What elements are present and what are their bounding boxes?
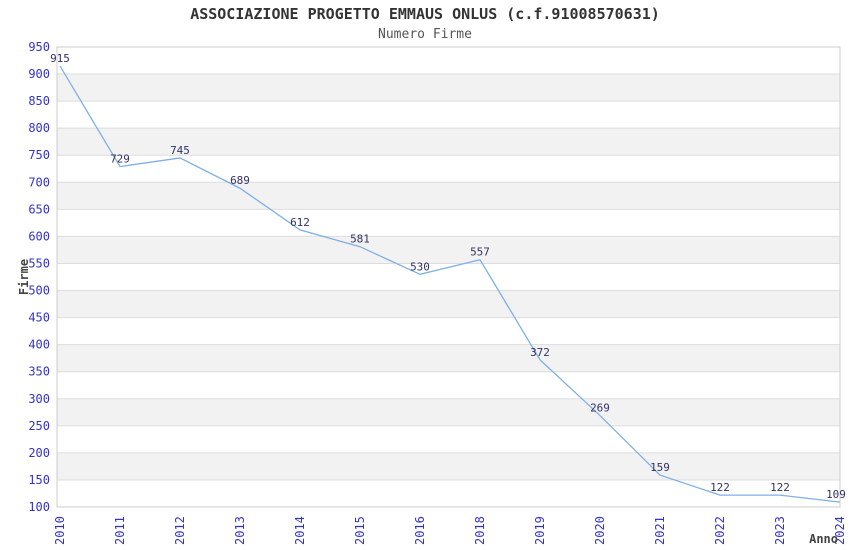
y-tick-label: 250 — [28, 419, 50, 433]
y-tick-label: 150 — [28, 473, 50, 487]
x-tick-label: 2021 — [653, 516, 667, 545]
x-tick-label: 2012 — [173, 516, 187, 545]
y-tick-label: 750 — [28, 148, 50, 162]
data-label: 372 — [530, 346, 550, 359]
y-tick-label: 550 — [28, 256, 50, 270]
data-label: 729 — [110, 153, 130, 166]
x-tick-label: 2014 — [293, 516, 307, 545]
y-tick-label: 850 — [28, 94, 50, 108]
grid-band — [57, 74, 840, 102]
y-tick-label: 100 — [28, 500, 50, 514]
y-tick-label: 950 — [28, 40, 50, 54]
x-tick-label: 2022 — [713, 516, 727, 545]
grid-band — [57, 398, 840, 426]
y-tick-label: 450 — [28, 311, 50, 325]
grid-band — [57, 128, 840, 156]
x-tick-label: 2013 — [233, 516, 247, 545]
data-label: 530 — [410, 260, 430, 273]
x-tick-label: 2024 — [833, 516, 847, 545]
data-label: 269 — [590, 402, 610, 415]
y-tick-label: 300 — [28, 392, 50, 406]
data-label: 557 — [470, 246, 490, 259]
data-label: 612 — [290, 216, 310, 229]
y-axis-title: Firme — [17, 259, 31, 295]
grid-band — [57, 236, 840, 264]
grid-band — [57, 344, 840, 372]
data-label: 109 — [826, 488, 846, 501]
y-tick-label: 600 — [28, 229, 50, 243]
y-tick-label: 800 — [28, 121, 50, 135]
x-tick-label: 2010 — [53, 516, 67, 545]
data-label: 915 — [50, 52, 70, 65]
x-tick-label: 2020 — [593, 516, 607, 545]
data-label: 581 — [350, 233, 370, 246]
y-tick-label: 400 — [28, 338, 50, 352]
data-label: 745 — [170, 144, 190, 157]
y-tick-label: 200 — [28, 446, 50, 460]
chart-subtitle: Numero Firme — [378, 27, 472, 42]
data-label: 122 — [770, 481, 790, 494]
data-label: 122 — [710, 481, 730, 494]
y-tick-label: 700 — [28, 175, 50, 189]
x-axis-title: Anno — [809, 532, 838, 546]
grid-band — [57, 452, 840, 480]
data-label: 159 — [650, 461, 670, 474]
y-tick-label: 650 — [28, 202, 50, 216]
data-line — [59, 65, 841, 503]
x-tick-label: 2018 — [473, 516, 487, 545]
x-tick-label: 2016 — [413, 516, 427, 545]
grid-band — [57, 182, 840, 210]
y-tick-label: 500 — [28, 284, 50, 298]
chart-title: ASSOCIAZIONE PROGETTO EMMAUS ONLUS (c.f.… — [190, 5, 660, 23]
y-tick-label: 900 — [28, 67, 50, 81]
data-label: 689 — [230, 174, 250, 187]
x-tick-label: 2019 — [533, 516, 547, 545]
x-tick-label: 2023 — [773, 516, 787, 545]
plot-border — [56, 46, 841, 508]
x-tick-label: 2011 — [113, 516, 127, 545]
x-tick-label: 2015 — [353, 516, 367, 545]
y-tick-label: 350 — [28, 365, 50, 379]
grid-band — [57, 290, 840, 318]
